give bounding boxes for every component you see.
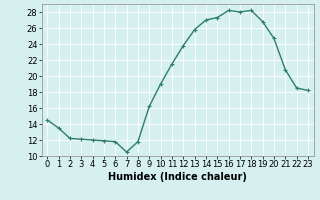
X-axis label: Humidex (Indice chaleur): Humidex (Indice chaleur)	[108, 172, 247, 182]
